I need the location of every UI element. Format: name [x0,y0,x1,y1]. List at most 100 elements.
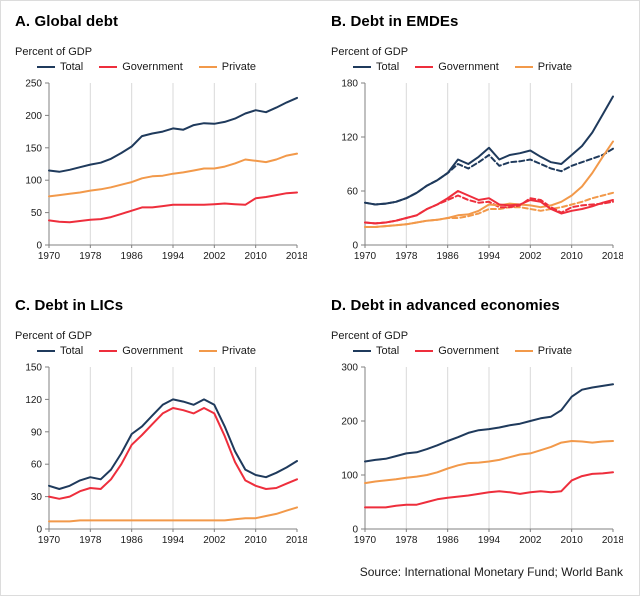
legend-label-private: Private [537,345,573,357]
chart-title-a: A. Global debt [15,13,119,30]
legend-item-government: Government [415,61,499,73]
x-tick-label: 1978 [79,251,102,262]
x-tick-label: 1994 [162,251,185,262]
x-tick-label: 1986 [437,251,460,262]
chart-legend-a: Total Government Private [37,61,309,73]
y-tick-label: 0 [36,525,42,536]
x-tick-label: 2010 [561,535,584,546]
x-tick-label: 2002 [203,251,226,262]
chart-legend-d: Total Government Private [353,345,625,357]
total-line-swatch [37,350,55,352]
legend-item-private: Private [514,345,573,357]
x-tick-label: 1970 [354,535,377,546]
panel-global-debt: A. Global debt Percent of GDP Total Gover… [15,13,309,271]
source-note: Source: International Monetary Fund; Wor… [359,565,623,579]
series-line-government [364,190,614,225]
government-line-swatch [415,350,434,352]
series-line-government [48,191,298,224]
x-tick-label: 2018 [286,535,307,546]
government-line-swatch [99,66,118,68]
y-tick-label: 150 [25,143,42,154]
y-tick-label: 200 [341,417,358,428]
legend-label-total: Total [376,345,400,357]
series-line-private [48,152,298,198]
y-axis-unit-label-d: Percent of GDP [331,330,409,342]
y-axis-unit-label-a: Percent of GDP [15,46,93,58]
legend-item-total: Total [37,61,83,73]
legend-label-private: Private [537,61,573,73]
legend-item-government: Government [99,345,183,357]
x-tick-label: 1994 [478,535,501,546]
legend-label-private: Private [221,345,257,357]
series-line-total [48,398,298,490]
y-tick-label: 100 [25,176,42,187]
legend-label-government: Government [122,61,183,73]
series-line-private [364,440,614,485]
x-tick-label: 1970 [38,251,61,262]
panel-emde-debt: B. Debt in EMDEs Percent of GDP Total Gov… [331,13,625,271]
x-tick-label: 1994 [162,535,185,546]
legend-item-total: Total [37,345,83,357]
x-tick-label: 2010 [245,535,268,546]
y-tick-label: 0 [352,241,358,252]
legend-label-total: Total [376,61,400,73]
private-line-swatch [198,66,217,68]
total-line-swatch [353,350,371,352]
y-tick-label: 30 [31,492,43,503]
private-line-swatch [514,66,533,68]
series-line-government [364,471,614,509]
y-axis-unit-label-b: Percent of GDP [331,46,409,58]
x-tick-label: 2002 [519,535,542,546]
series-line-total [364,383,614,463]
line-chart-a: 0 50 100 150 200 250 1970 1978 1986 1994 2002 2010 2… [25,79,307,263]
government-line-swatch [99,350,118,352]
series-line-government [48,407,298,500]
total-line-swatch [37,66,55,68]
x-tick-label: 2018 [602,251,623,262]
x-tick-label: 1986 [121,251,144,262]
x-tick-label: 2002 [203,535,226,546]
legend-item-private: Private [198,61,257,73]
legend-item-private: Private [198,345,257,357]
x-tick-label: 2018 [286,251,307,262]
y-tick-label: 60 [31,460,43,471]
chart-title-d: D. Debt in advanced economies [331,297,560,314]
y-tick-label: 200 [25,111,42,122]
series-line-private [48,506,298,523]
y-tick-label: 120 [25,395,42,406]
line-chart-b: 0 60 120 180 1970 1978 1986 1994 2002 2010 2018 [341,79,623,263]
legend-label-total: Total [60,61,84,73]
legend-item-private: Private [514,61,573,73]
panel-advanced-economies-debt: D. Debt in advanced economies Percent of… [331,297,625,555]
chart-title-b: B. Debt in EMDEs [331,13,459,30]
government-line-swatch [415,66,434,68]
y-tick-label: 50 [31,208,43,219]
legend-label-total: Total [60,345,84,357]
panel-lic-debt: C. Debt in LICs Percent of GDP Total Gove… [15,297,309,555]
chart-legend-c: Total Government Private [37,345,309,357]
legend-label-government: Government [438,345,499,357]
x-tick-label: 1986 [437,535,460,546]
x-tick-label: 2010 [245,251,268,262]
y-tick-label: 150 [25,363,42,374]
y-tick-label: 100 [341,471,358,482]
legend-label-government: Government [438,61,499,73]
y-tick-label: 90 [31,427,43,438]
x-tick-label: 1978 [395,251,418,262]
x-tick-label: 1994 [478,251,501,262]
legend-item-total: Total [353,61,399,73]
legend-label-private: Private [221,61,257,73]
legend-label-government: Government [122,345,183,357]
y-axis-unit-label-c: Percent of GDP [15,330,93,342]
y-tick-label: 0 [36,241,42,252]
y-tick-label: 60 [347,187,359,198]
line-chart-c: 0 30 60 90 120 150 1970 1978 1986 1994 2002 2010 201… [25,363,307,547]
y-tick-label: 180 [341,79,358,90]
series-line-total [48,96,298,173]
y-tick-label: 0 [352,525,358,536]
y-tick-label: 120 [341,133,358,144]
x-tick-label: 1970 [38,535,61,546]
chart-legend-b: Total Government Private [353,61,625,73]
line-chart-d: 0 100 200 300 1970 1978 1986 1994 2002 2010 2018 [341,363,623,547]
